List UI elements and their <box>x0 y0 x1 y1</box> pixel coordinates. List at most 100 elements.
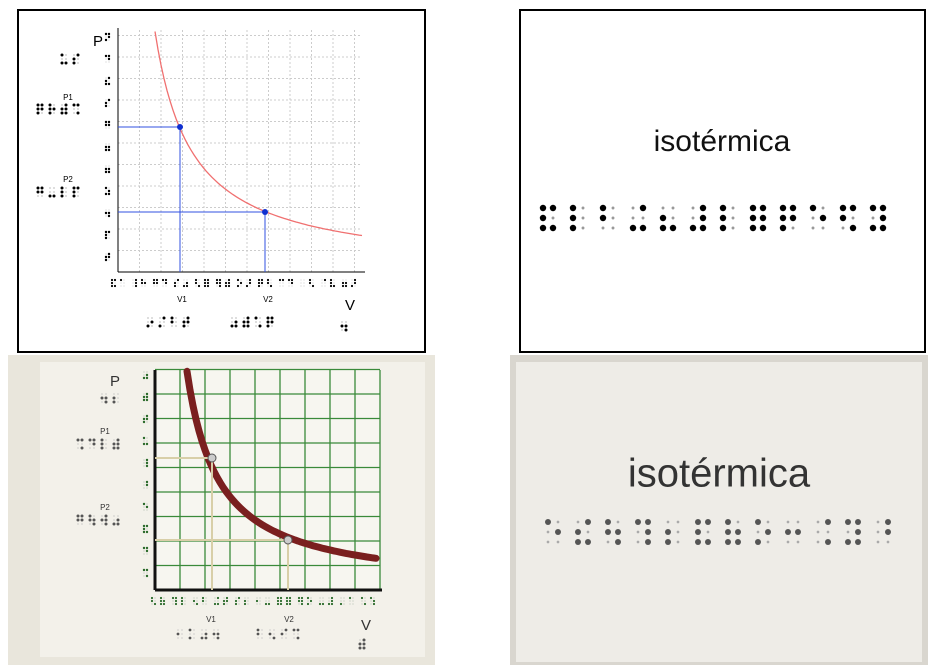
braille-dot <box>53 104 54 105</box>
braille-dot <box>877 531 880 534</box>
braille-dot <box>271 325 272 326</box>
braille-dot <box>540 225 546 231</box>
braille-dot <box>286 603 288 605</box>
braille-dot <box>244 603 246 605</box>
braille-dot <box>146 440 147 441</box>
braille-dot <box>267 279 269 281</box>
braille-dot <box>204 285 206 287</box>
braille-dot <box>757 531 760 534</box>
braille-dot <box>840 215 846 221</box>
braille-dot <box>143 462 144 463</box>
braille-dot <box>812 227 815 230</box>
braille-dot <box>160 600 162 602</box>
braille-dot <box>108 99 110 101</box>
braille-dot <box>345 282 347 284</box>
braille-dot <box>171 317 174 320</box>
braille-dot <box>645 539 651 545</box>
braille-dot <box>187 280 188 281</box>
braille-dot <box>286 597 288 599</box>
braille-dot <box>342 282 344 284</box>
axis-label: P <box>93 33 103 50</box>
braille-dot <box>108 105 109 106</box>
braille-dot <box>672 217 675 220</box>
braille-dot <box>61 104 62 105</box>
braille-dot <box>214 603 216 605</box>
braille-dot <box>353 604 354 605</box>
braille-dot <box>108 33 110 35</box>
braille-dot <box>677 541 680 544</box>
braille-dot <box>111 279 113 281</box>
braille-dot <box>725 529 731 535</box>
braille-dot <box>281 633 284 636</box>
braille-dot <box>353 601 354 602</box>
braille-dot <box>328 603 330 605</box>
braille-dot <box>105 401 108 404</box>
braille-dot <box>153 282 155 284</box>
braille-dot <box>41 104 44 107</box>
braille-dot <box>93 439 96 442</box>
braille-dot <box>105 102 107 104</box>
braille-dot <box>143 437 145 439</box>
braille-dot <box>143 525 145 527</box>
braille-dot <box>174 282 176 284</box>
braille-dot <box>271 280 272 281</box>
braille-dot <box>322 603 324 605</box>
braille-dot <box>735 529 741 535</box>
braille-dot <box>297 629 300 632</box>
braille-dot <box>732 227 735 230</box>
braille-dot <box>49 195 52 198</box>
braille-dot <box>241 286 242 287</box>
braille-dot <box>304 280 305 281</box>
braille-dot <box>73 62 76 65</box>
braille-dot <box>257 604 258 605</box>
braille-dot <box>850 225 856 231</box>
braille-dot <box>101 523 102 524</box>
braille-dot <box>245 598 246 599</box>
braille-dot <box>164 598 165 599</box>
braille-dot <box>77 108 78 109</box>
braille-dot <box>105 105 107 107</box>
point-label: V2 <box>284 615 294 624</box>
braille-dot <box>255 321 256 322</box>
braille-dot <box>143 459 144 460</box>
braille-dot <box>780 215 786 221</box>
braille-dot <box>117 401 118 402</box>
braille-dot <box>600 215 606 221</box>
braille-dot <box>285 629 288 632</box>
braille-dot <box>787 521 790 524</box>
braille-dot <box>108 171 110 173</box>
braille-dot <box>239 601 240 602</box>
braille-dot <box>570 205 576 211</box>
braille-dot <box>53 108 56 111</box>
braille-dot <box>617 521 620 524</box>
braille-dot <box>146 437 147 438</box>
braille-dot <box>289 283 290 284</box>
braille-dot <box>247 317 250 320</box>
braille-dot <box>373 600 375 602</box>
braille-dot <box>363 643 366 646</box>
braille-dot <box>760 205 766 211</box>
braille-dot <box>77 187 80 190</box>
braille-dot <box>812 217 815 220</box>
braille-dot <box>145 286 146 287</box>
braille-dot <box>183 285 185 287</box>
braille-dot <box>37 104 40 107</box>
braille-dot <box>108 234 109 235</box>
card-word: isotérmica <box>628 452 811 496</box>
braille-dot <box>341 325 344 328</box>
braille-dot <box>350 604 351 605</box>
braille-dot <box>237 285 239 287</box>
braille-dot <box>143 575 144 576</box>
braille-dot <box>147 321 148 322</box>
braille-dot <box>73 112 74 113</box>
braille-dot <box>93 519 96 522</box>
braille-dot <box>223 603 225 605</box>
braille-dot <box>105 447 106 448</box>
braille-dot <box>677 531 680 534</box>
braille-dot <box>605 519 611 525</box>
braille-dot <box>146 399 148 401</box>
braille-dot <box>817 521 820 524</box>
braille-dot <box>108 83 110 85</box>
braille-dot <box>235 317 236 318</box>
braille-dot <box>269 601 270 602</box>
